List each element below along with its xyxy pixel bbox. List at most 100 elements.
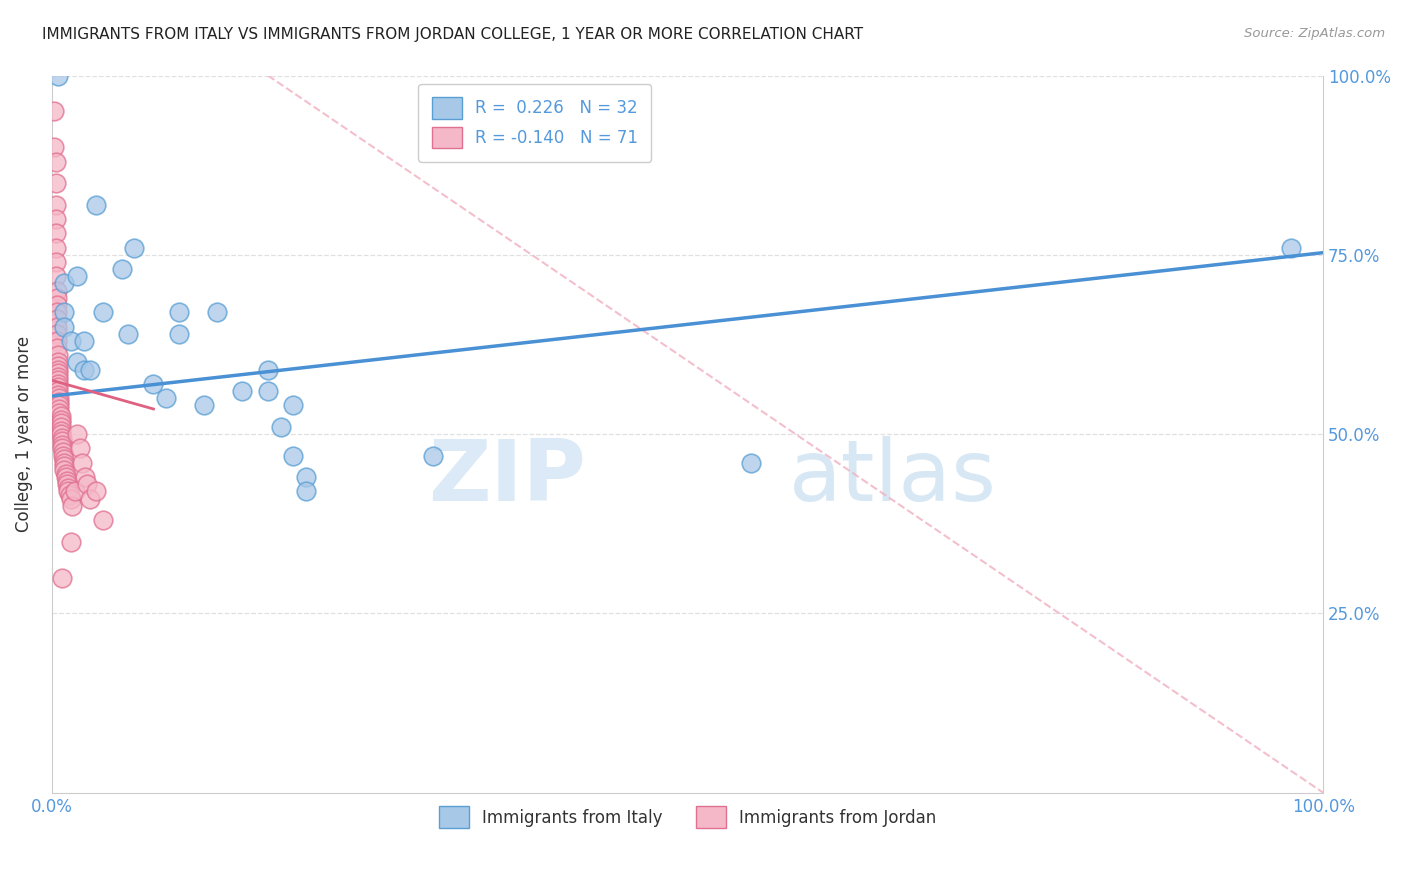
- Point: [59, 334, 82, 348]
- Point: [117, 326, 139, 341]
- Point: [167, 326, 190, 341]
- Point: [66, 427, 89, 442]
- Point: [257, 384, 280, 398]
- Point: [53, 456, 76, 470]
- Point: [45, 227, 67, 241]
- Point: [49, 420, 72, 434]
- Point: [45, 154, 67, 169]
- Point: [270, 420, 292, 434]
- Point: [45, 334, 67, 348]
- Point: [45, 284, 67, 298]
- Point: [422, 449, 444, 463]
- Point: [52, 445, 75, 459]
- Point: [46, 366, 69, 380]
- Point: [46, 376, 69, 391]
- Point: [66, 269, 89, 284]
- Text: ZIP: ZIP: [427, 435, 586, 518]
- Point: [142, 376, 165, 391]
- Point: [46, 373, 69, 387]
- Point: [63, 484, 86, 499]
- Point: [58, 481, 80, 495]
- Point: [91, 513, 114, 527]
- Text: atlas: atlas: [789, 435, 997, 518]
- Point: [45, 269, 67, 284]
- Point: [295, 470, 318, 484]
- Point: [740, 456, 762, 470]
- Point: [48, 394, 70, 409]
- Point: [124, 241, 146, 255]
- Point: [51, 431, 73, 445]
- Point: [53, 452, 76, 467]
- Point: [51, 434, 73, 449]
- Point: [49, 413, 72, 427]
- Point: [46, 387, 69, 401]
- Point: [72, 334, 94, 348]
- Point: [193, 398, 215, 412]
- Point: [53, 319, 76, 334]
- Point: [53, 277, 76, 291]
- Point: [91, 305, 114, 319]
- Legend: Immigrants from Italy, Immigrants from Jordan: Immigrants from Italy, Immigrants from J…: [432, 800, 943, 835]
- Text: IMMIGRANTS FROM ITALY VS IMMIGRANTS FROM JORDAN COLLEGE, 1 YEAR OR MORE CORRELAT: IMMIGRANTS FROM ITALY VS IMMIGRANTS FROM…: [42, 27, 863, 42]
- Point: [46, 348, 69, 362]
- Point: [79, 491, 101, 506]
- Point: [45, 211, 67, 226]
- Point: [167, 305, 190, 319]
- Point: [49, 424, 72, 438]
- Point: [51, 570, 73, 584]
- Point: [69, 442, 91, 456]
- Point: [231, 384, 253, 398]
- Point: [46, 362, 69, 376]
- Point: [283, 398, 305, 412]
- Point: [45, 305, 67, 319]
- Point: [205, 305, 228, 319]
- Point: [84, 197, 107, 211]
- Point: [59, 534, 82, 549]
- Point: [59, 491, 82, 506]
- Point: [44, 140, 66, 154]
- Point: [58, 488, 80, 502]
- Point: [48, 391, 70, 405]
- Text: Source: ZipAtlas.com: Source: ZipAtlas.com: [1244, 27, 1385, 40]
- Point: [46, 359, 69, 373]
- Y-axis label: College, 1 year or more: College, 1 year or more: [15, 336, 32, 533]
- Point: [53, 305, 76, 319]
- Point: [45, 197, 67, 211]
- Point: [55, 470, 77, 484]
- Point: [45, 241, 67, 255]
- Point: [45, 341, 67, 355]
- Point: [56, 477, 79, 491]
- Point: [45, 255, 67, 269]
- Point: [53, 459, 76, 474]
- Point: [56, 474, 79, 488]
- Point: [45, 326, 67, 341]
- Point: [46, 69, 69, 83]
- Point: [66, 355, 89, 369]
- Point: [48, 406, 70, 420]
- Point: [46, 384, 69, 398]
- Point: [52, 449, 75, 463]
- Point: [72, 362, 94, 376]
- Point: [48, 398, 70, 412]
- Point: [49, 417, 72, 431]
- Point: [76, 477, 98, 491]
- Point: [84, 484, 107, 499]
- Point: [72, 456, 94, 470]
- Point: [51, 438, 73, 452]
- Point: [45, 298, 67, 312]
- Point: [257, 362, 280, 376]
- Point: [73, 470, 96, 484]
- Point: [45, 319, 67, 334]
- Point: [46, 355, 69, 369]
- Point: [111, 262, 134, 277]
- Point: [49, 427, 72, 442]
- Point: [45, 291, 67, 305]
- Point: [1279, 241, 1302, 255]
- Point: [58, 484, 80, 499]
- Point: [44, 104, 66, 119]
- Point: [155, 391, 177, 405]
- Point: [48, 402, 70, 417]
- Point: [53, 463, 76, 477]
- Point: [45, 176, 67, 190]
- Point: [49, 409, 72, 424]
